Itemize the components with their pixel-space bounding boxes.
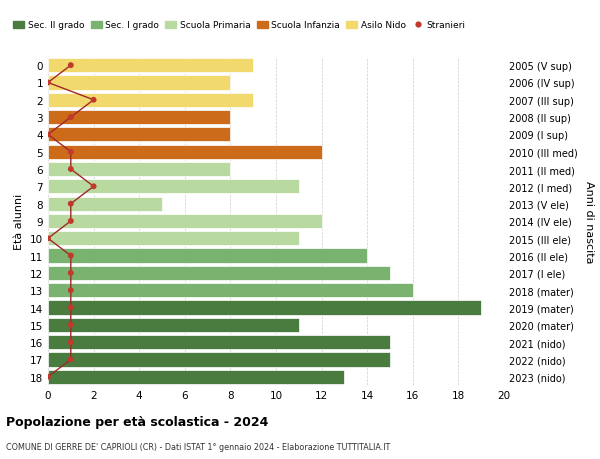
- Bar: [48, 214, 322, 229]
- Point: [66, 356, 76, 364]
- Bar: [48, 162, 230, 177]
- Bar: [48, 370, 344, 384]
- Bar: [48, 59, 253, 73]
- Point: [66, 201, 76, 208]
- Bar: [48, 318, 299, 332]
- Point: [66, 252, 76, 260]
- Bar: [48, 94, 253, 108]
- Bar: [48, 232, 299, 246]
- Bar: [48, 353, 390, 367]
- Point: [66, 62, 76, 70]
- Bar: [48, 146, 322, 159]
- Point: [43, 373, 53, 381]
- Point: [43, 79, 53, 87]
- Text: COMUNE DI GERRE DE' CAPRIOLI (CR) - Dati ISTAT 1° gennaio 2024 - Elaborazione TU: COMUNE DI GERRE DE' CAPRIOLI (CR) - Dati…: [6, 442, 390, 451]
- Point: [89, 97, 98, 104]
- Bar: [48, 128, 230, 142]
- Point: [66, 339, 76, 346]
- Legend: Sec. II grado, Sec. I grado, Scuola Primaria, Scuola Infanzia, Asilo Nido, Stran: Sec. II grado, Sec. I grado, Scuola Prim…: [10, 17, 469, 34]
- Point: [66, 287, 76, 294]
- Bar: [48, 249, 367, 263]
- Point: [43, 131, 53, 139]
- Bar: [48, 301, 481, 315]
- Bar: [48, 266, 390, 280]
- Y-axis label: Età alunni: Età alunni: [14, 193, 25, 250]
- Bar: [48, 111, 230, 125]
- Point: [66, 321, 76, 329]
- Point: [89, 183, 98, 190]
- Point: [66, 269, 76, 277]
- Text: Popolazione per età scolastica - 2024: Popolazione per età scolastica - 2024: [6, 415, 268, 428]
- Point: [66, 218, 76, 225]
- Point: [66, 114, 76, 122]
- Point: [43, 235, 53, 242]
- Point: [66, 149, 76, 156]
- Bar: [48, 335, 390, 349]
- Point: [66, 166, 76, 174]
- Bar: [48, 180, 299, 194]
- Bar: [48, 76, 230, 90]
- Point: [66, 304, 76, 312]
- Bar: [48, 284, 413, 297]
- Y-axis label: Anni di nascita: Anni di nascita: [584, 180, 594, 263]
- Bar: [48, 197, 162, 211]
